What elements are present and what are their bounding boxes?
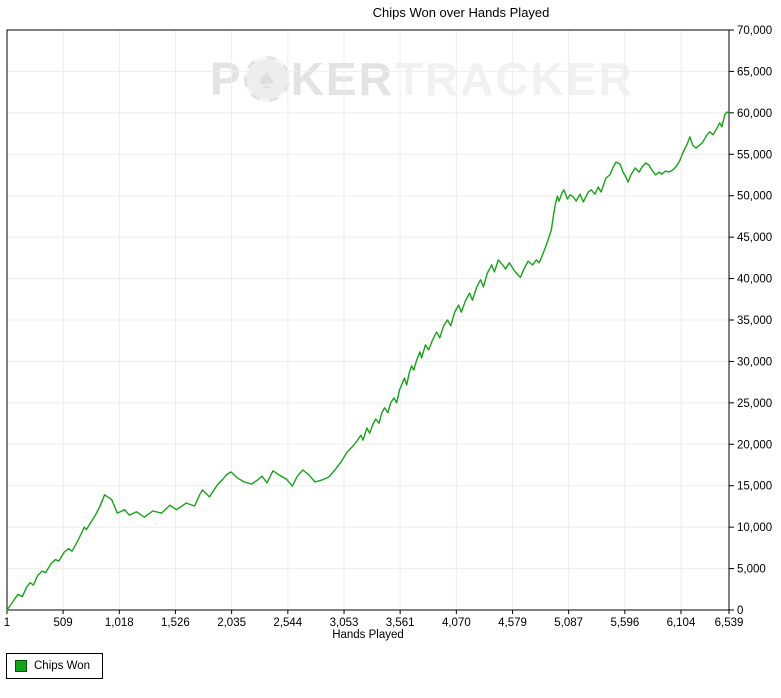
svg-text:40,000: 40,000 (737, 274, 772, 286)
watermark-text-ker: KER (290, 53, 394, 105)
legend-swatch-chips-won (15, 660, 27, 672)
x-axis-title: Hands Played (332, 629, 404, 641)
svg-text:60,000: 60,000 (737, 108, 772, 120)
svg-text:5,596: 5,596 (610, 617, 639, 629)
svg-text:4,579: 4,579 (498, 617, 527, 629)
svg-text:1: 1 (4, 617, 10, 629)
svg-text:4,070: 4,070 (442, 617, 471, 629)
svg-text:5,087: 5,087 (554, 617, 583, 629)
svg-text:6,539: 6,539 (715, 617, 744, 629)
svg-text:509: 509 (54, 617, 73, 629)
svg-text:55,000: 55,000 (737, 149, 772, 161)
svg-text:30,000: 30,000 (737, 356, 772, 368)
svg-text:20,000: 20,000 (737, 439, 772, 451)
svg-text:65,000: 65,000 (737, 66, 772, 78)
chart-title: Chips Won over Hands Played (372, 5, 550, 20)
svg-text:1,526: 1,526 (161, 617, 190, 629)
pokertracker-watermark: P ♠ KER TRACKER (210, 53, 634, 105)
svg-text:0: 0 (737, 605, 743, 617)
svg-text:3,053: 3,053 (330, 617, 359, 629)
svg-text:35,000: 35,000 (737, 315, 772, 327)
watermark-text-tracker: TRACKER (394, 53, 634, 105)
svg-text:2,544: 2,544 (273, 617, 302, 629)
svg-text:50,000: 50,000 (737, 191, 772, 203)
watermark-text-p: P (210, 53, 243, 105)
legend-label: Chips Won (34, 660, 91, 672)
svg-text:3,561: 3,561 (386, 617, 415, 629)
svg-text:15,000: 15,000 (737, 481, 772, 493)
svg-text:45,000: 45,000 (737, 232, 772, 244)
svg-text:10,000: 10,000 (737, 522, 772, 534)
legend: Chips Won (6, 653, 104, 679)
svg-text:6,104: 6,104 (667, 617, 696, 629)
svg-text:1,018: 1,018 (105, 617, 134, 629)
svg-text:2,035: 2,035 (217, 617, 246, 629)
svg-text:5,000: 5,000 (737, 564, 766, 576)
svg-text:25,000: 25,000 (737, 398, 772, 410)
svg-text:70,000: 70,000 (737, 25, 772, 37)
